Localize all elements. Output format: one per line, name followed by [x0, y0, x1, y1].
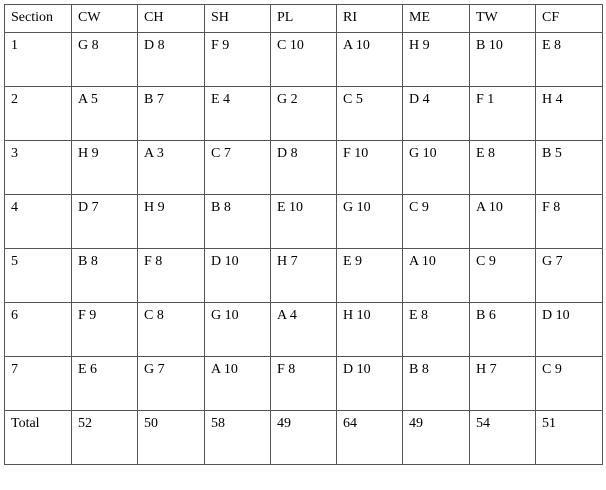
table-cell: B 5 [535, 140, 603, 195]
table-cell: F 9 [204, 32, 271, 87]
total-cell: 64 [336, 410, 403, 465]
table-cell: E 6 [71, 356, 138, 411]
table-cell: A 5 [71, 86, 138, 141]
total-row: Total 52 50 58 49 64 49 54 51 [4, 410, 603, 465]
total-cell: 51 [535, 410, 603, 465]
table-cell: G 10 [204, 302, 271, 357]
section-number-cell: 4 [4, 194, 72, 249]
section-number-cell: 2 [4, 86, 72, 141]
table-cell: B 8 [71, 248, 138, 303]
total-cell: 54 [469, 410, 536, 465]
table-cell: F 9 [71, 302, 138, 357]
column-header: TW [469, 4, 536, 33]
section-number-cell: 5 [4, 248, 72, 303]
table-cell: H 4 [535, 86, 603, 141]
table-cell: B 7 [137, 86, 205, 141]
table-cell: D 10 [336, 356, 403, 411]
table-cell: A 10 [204, 356, 271, 411]
total-cell: 49 [270, 410, 337, 465]
table-cell: G 10 [402, 140, 470, 195]
table-cell: D 10 [535, 302, 603, 357]
table-cell: H 9 [402, 32, 470, 87]
total-cell: 50 [137, 410, 205, 465]
table-cell: B 8 [204, 194, 271, 249]
table-cell: F 8 [137, 248, 205, 303]
table-cell: F 8 [535, 194, 603, 249]
table-cell: B 6 [469, 302, 536, 357]
table-cell: E 10 [270, 194, 337, 249]
table-cell: E 8 [469, 140, 536, 195]
table-cell: H 7 [469, 356, 536, 411]
column-header: ME [402, 4, 470, 33]
table-cell: D 10 [204, 248, 271, 303]
total-label: Total [4, 410, 72, 465]
table-cell: D 8 [270, 140, 337, 195]
table-cell: H 9 [71, 140, 138, 195]
column-header: CH [137, 4, 205, 33]
section-number-cell: 6 [4, 302, 72, 357]
table-header-row: Section CW CH SH PL RI ME TW CF [4, 4, 603, 33]
column-header: CW [71, 4, 138, 33]
table-cell: C 10 [270, 32, 337, 87]
table-cell: C 7 [204, 140, 271, 195]
table-cell: G 7 [137, 356, 205, 411]
table-cell: G 2 [270, 86, 337, 141]
table-cell: A 4 [270, 302, 337, 357]
table-cell: G 7 [535, 248, 603, 303]
table-cell: F 1 [469, 86, 536, 141]
table-cell: F 10 [336, 140, 403, 195]
table-cell: A 10 [402, 248, 470, 303]
table-cell: H 7 [270, 248, 337, 303]
table-cell: C 9 [469, 248, 536, 303]
table-cell: E 9 [336, 248, 403, 303]
table-cell: G 8 [71, 32, 138, 87]
section-number-cell: 7 [4, 356, 72, 411]
column-header: SH [204, 4, 271, 33]
table-cell: B 8 [402, 356, 470, 411]
table-cell: A 10 [469, 194, 536, 249]
table-cell: D 8 [137, 32, 205, 87]
table-cell: F 8 [270, 356, 337, 411]
column-header: RI [336, 4, 403, 33]
total-cell: 52 [71, 410, 138, 465]
table-cell: C 9 [402, 194, 470, 249]
table-cell: C 5 [336, 86, 403, 141]
table-cell: E 8 [402, 302, 470, 357]
total-cell: 49 [402, 410, 470, 465]
table-cell: H 10 [336, 302, 403, 357]
table-cell: E 8 [535, 32, 603, 87]
table-cell: C 8 [137, 302, 205, 357]
table-cell: B 10 [469, 32, 536, 87]
column-header: Section [4, 4, 72, 33]
column-header: PL [270, 4, 337, 33]
table-cell: C 9 [535, 356, 603, 411]
table-cell: G 10 [336, 194, 403, 249]
table-cell: E 4 [204, 86, 271, 141]
section-number-cell: 3 [4, 140, 72, 195]
column-header: CF [535, 4, 603, 33]
total-cell: 58 [204, 410, 271, 465]
table-cell: D 4 [402, 86, 470, 141]
section-number-cell: 1 [4, 32, 72, 87]
table-cell: A 3 [137, 140, 205, 195]
table-cell: H 9 [137, 194, 205, 249]
table-cell: D 7 [71, 194, 138, 249]
table-cell: A 10 [336, 32, 403, 87]
